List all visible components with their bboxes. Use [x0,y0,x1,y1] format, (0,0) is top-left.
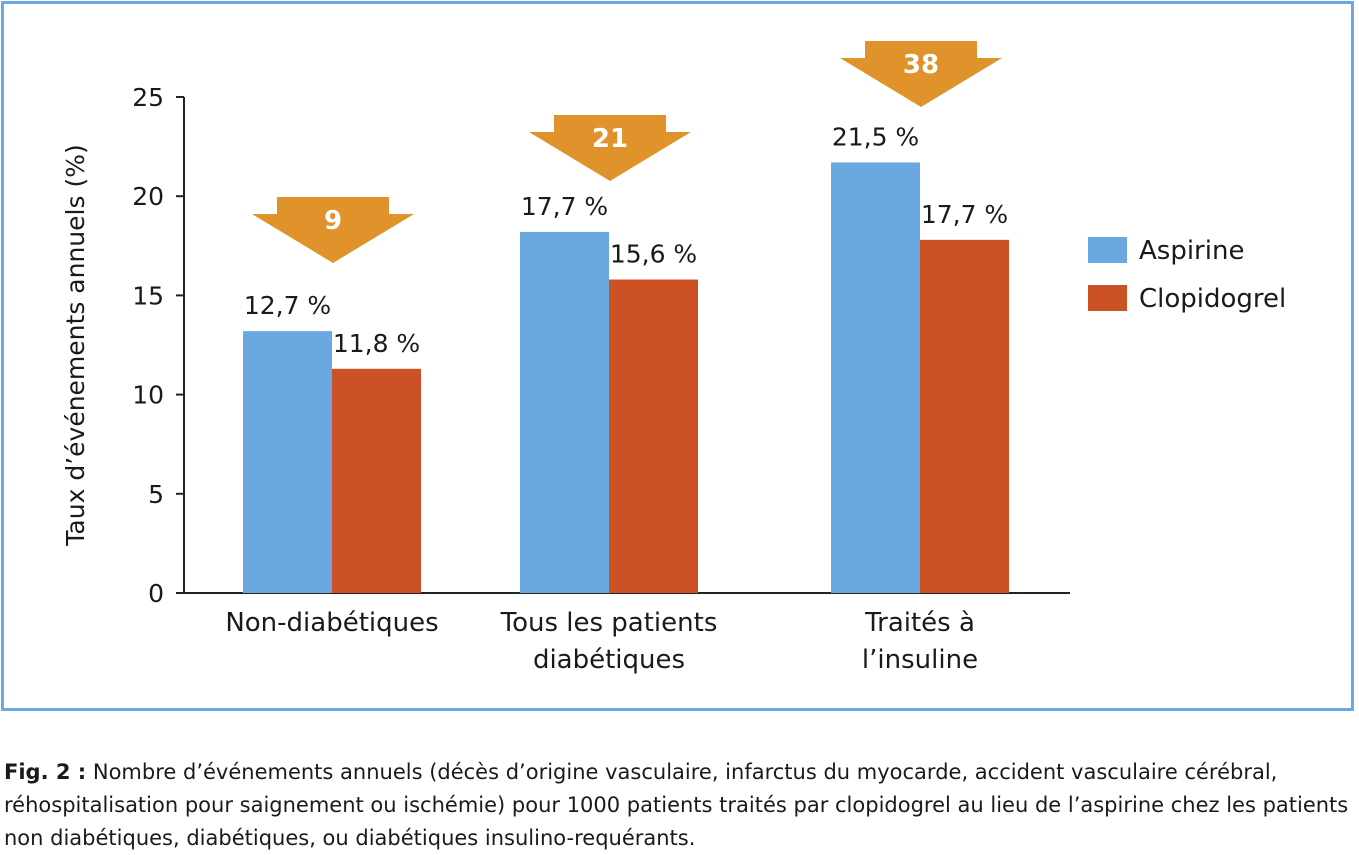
legend-label: Aspirine [1139,236,1244,266]
y-axis-title: Taux d’événements annuels (%) [61,144,90,546]
chart-frame [1,1,1354,711]
bar-clopidogrel [609,279,698,593]
y-tick-label: 15 [132,281,164,310]
legend-swatch-aspirine [1088,237,1127,263]
data-label: 11,8 % [333,329,420,358]
data-label: 21,5 % [832,122,919,151]
data-label: 17,7 % [521,192,608,221]
y-tick-label: 0 [148,579,164,608]
x-tick-label: Tous les patients [500,608,718,638]
data-label: 17,7 % [921,200,1008,229]
x-tick-label: Traités à [864,608,975,638]
legend-label: Clopidogrel [1139,284,1286,314]
y-tick-label: 20 [132,182,164,211]
data-label: 15,6 % [610,240,697,269]
bar-aspirine [831,162,920,594]
reduction-value: 38 [903,50,939,80]
bar-clopidogrel [920,239,1009,593]
bar-chart: 0 5 10 15 20 25 Taux d’événements annuels (%) 1… [61,41,1286,675]
data-label: 12,7 % [244,291,331,320]
x-tick-label: l’insuline [862,645,978,675]
y-tick-label: 10 [132,381,164,410]
bar-aspirine [243,331,332,593]
x-tick-label: diabétiques [533,645,685,675]
reduction-value: 9 [324,206,342,236]
figure-caption: Fig. 2 : Nombre d’événements annuels (dé… [4,756,1356,855]
bar-aspirine [520,231,609,594]
bar-clopidogrel [332,368,421,593]
y-tick-label: 25 [132,83,164,112]
reduction-arrow [840,41,1002,107]
y-tick-label: 5 [148,480,164,509]
reduction-arrow [529,115,691,181]
caption-text: Nombre d’événements annuels (décès d’ori… [4,760,1349,850]
caption-label: Fig. 2 : [4,760,87,784]
legend-swatch-clopidogrel [1088,285,1127,311]
reduction-arrow [252,197,414,263]
x-tick-label: Non-diabétiques [225,608,438,638]
reduction-value: 21 [592,124,628,154]
